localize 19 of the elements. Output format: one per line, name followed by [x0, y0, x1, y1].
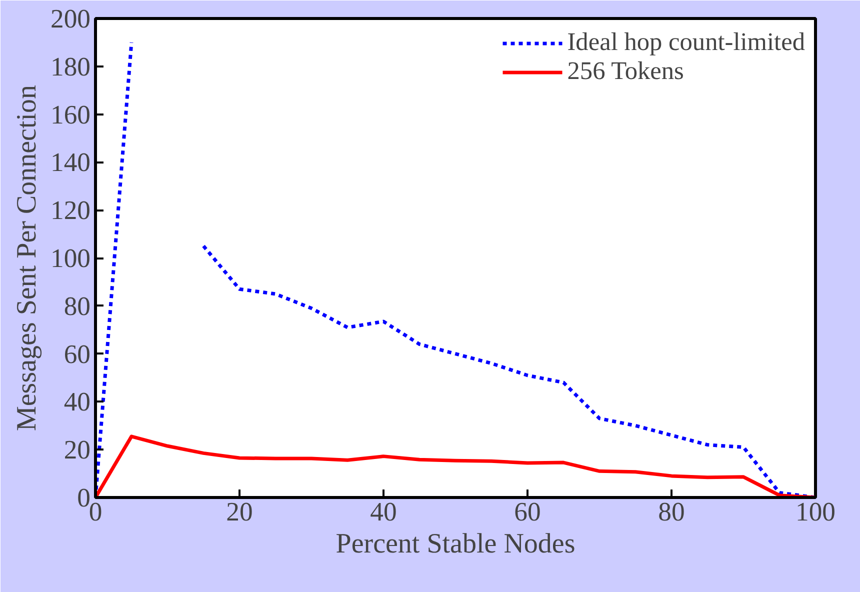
y-tick-label: 160: [50, 99, 90, 130]
y-axis-title: Messages Sent Per Connection: [12, 84, 43, 432]
y-tick-label: 180: [50, 51, 90, 82]
x-tick-label: 80: [658, 496, 685, 526]
x-tick-label: 20: [226, 496, 253, 526]
y-tick-label: 80: [64, 290, 90, 321]
y-tick-label: 140: [50, 147, 90, 178]
y-tick-label: 200: [50, 4, 90, 34]
x-tick-label: 60: [514, 496, 541, 526]
y-tick-label: 40: [64, 386, 90, 417]
y-tick-label: 120: [50, 195, 90, 226]
y-tick-label: 100: [50, 243, 90, 273]
x-axis-title: Percent Stable Nodes: [336, 528, 576, 560]
x-tick-label: 40: [370, 496, 397, 526]
x-tick-label: 100: [796, 496, 836, 526]
legend-label: Ideal hop count-limited: [567, 28, 805, 57]
legend-label: 256 Tokens: [567, 57, 684, 86]
y-tick-label: 60: [64, 338, 90, 369]
y-tick-label: 20: [64, 434, 90, 465]
